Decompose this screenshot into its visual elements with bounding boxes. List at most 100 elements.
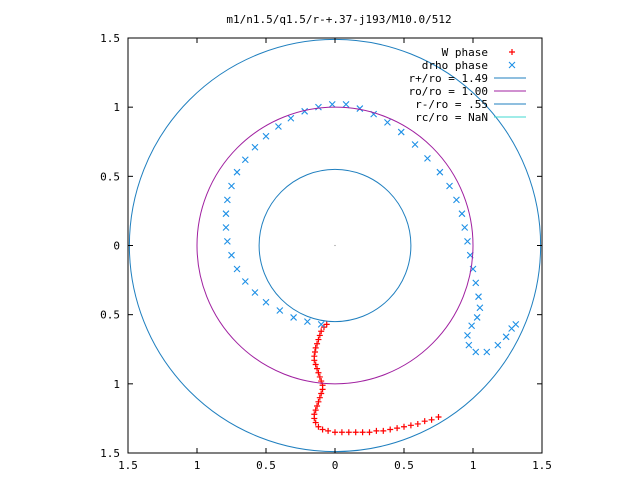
w-phase-point [314, 340, 321, 347]
drho-phase-point [342, 101, 350, 108]
w-phase-point [315, 423, 322, 430]
legend-marker [509, 49, 515, 55]
w-phase-point [312, 361, 319, 368]
drho-phase-point [275, 123, 282, 130]
w-phase-point [315, 369, 322, 376]
legend-label: ro/ro = 1.00 [409, 85, 488, 98]
w-phase-point [373, 427, 380, 434]
w-phase-point [311, 415, 318, 422]
drho-phase-point [475, 293, 482, 301]
drho-phase-point [476, 304, 484, 312]
drho-phase-point [424, 154, 431, 162]
drho-phase-point [436, 168, 444, 176]
drho-phase-point [304, 318, 311, 325]
series-circle-3 [196, 106, 474, 385]
drho-phase-point [262, 132, 270, 140]
w-phase-point [394, 425, 401, 432]
x-tick-label: 0.5 [394, 459, 414, 472]
w-phase-point [435, 414, 442, 421]
w-phase-point [414, 420, 421, 427]
w-phase-point [312, 419, 319, 426]
w-phase-point [316, 332, 323, 339]
drho-phase-point [287, 114, 295, 122]
w-phase-point [312, 344, 319, 351]
drho-phase-point [472, 279, 480, 287]
drho-phase-point [228, 251, 235, 259]
drho-phase-point [328, 101, 336, 108]
drho-phase-point [464, 332, 471, 339]
x-tick-label: 1 [194, 459, 201, 472]
y-tick-label: 1.5 [100, 447, 120, 460]
w-phase-point [319, 386, 326, 393]
w-phase-point [316, 394, 323, 401]
drho-phase-point [468, 322, 476, 330]
drho-phase-point [223, 196, 231, 204]
legend-marker [508, 61, 516, 69]
w-phase-point [359, 429, 366, 436]
w-phase-point [338, 429, 345, 436]
w-phase-point [401, 423, 407, 430]
drho-phase-point [473, 314, 481, 321]
drho-phase-point [411, 141, 419, 148]
w-phase-point [315, 398, 322, 405]
drho-phase-point [233, 265, 241, 273]
drho-phase-point [317, 320, 325, 328]
y-tick-label: 1 [113, 101, 120, 114]
drho-phase-point [251, 289, 259, 296]
x-tick-label: 0.5 [256, 459, 276, 472]
w-phase-point [352, 429, 359, 436]
x-tick-label: 0 [332, 459, 339, 472]
drho-phase-point [446, 182, 453, 190]
axis-ticks: 1.5 1 0.5 0 0.5 1 1.51.510.500.511.5 [100, 32, 552, 472]
drho-phase-point [251, 143, 259, 151]
x-tick-label: 1.5 [532, 459, 552, 472]
y-tick-label: 0.5 [100, 309, 120, 322]
drho-phase-point [241, 156, 249, 164]
drho-phase-point [223, 237, 231, 245]
w-phase-point [345, 429, 352, 436]
w-phase-point [325, 427, 332, 434]
legend-label: r+/ro = 1.49 [409, 72, 488, 85]
drho-phase-point [464, 237, 471, 245]
legend-label: drho phase [422, 59, 488, 72]
drho-phase-point [241, 278, 249, 285]
w-phase-point [366, 429, 373, 436]
w-phase-point [315, 336, 322, 343]
y-tick-label: 0 [113, 240, 120, 253]
drho-phase-point [472, 348, 480, 356]
drho-phase-point [233, 168, 241, 176]
drho-phase-point [222, 224, 230, 231]
drho-phase-point [458, 210, 466, 218]
w-phase-point [318, 390, 325, 397]
w-phase-point [311, 349, 318, 356]
legend-label: r-/ro = .55 [415, 98, 488, 111]
drho-phase-point [276, 307, 284, 314]
drho-phase-point [483, 348, 491, 356]
drho-phase-point [290, 314, 297, 321]
drho-phase-point [262, 298, 270, 306]
w-phase-point [314, 365, 321, 372]
y-tick-label: 1.5 [100, 32, 120, 45]
w-phase-point [332, 429, 338, 436]
w-phase-point [380, 427, 387, 434]
x-tick-label: 1.5 [118, 459, 138, 472]
w-phase-point [319, 426, 326, 433]
legend-label: W phase [442, 46, 488, 59]
chart-title: m1/n1.5/q1.5/r-+.37-j193/M10.0/512 [226, 13, 451, 26]
w-phase-point [428, 416, 435, 423]
w-phase-point [312, 407, 319, 414]
drho-phase-point [384, 118, 391, 126]
drho-phase-point [301, 107, 309, 115]
drho-phase-point [397, 128, 405, 136]
legend-label: rc/ro = NaN [415, 111, 488, 124]
drho-phase-point [502, 333, 510, 341]
w-phase-point [314, 402, 321, 409]
w-phase-point [316, 373, 323, 380]
drho-phase-point [512, 320, 520, 328]
drho-phase-point [465, 341, 473, 349]
drho-phase-point [356, 105, 364, 112]
drho-phase-point [222, 210, 230, 218]
w-phase-point [387, 426, 394, 433]
